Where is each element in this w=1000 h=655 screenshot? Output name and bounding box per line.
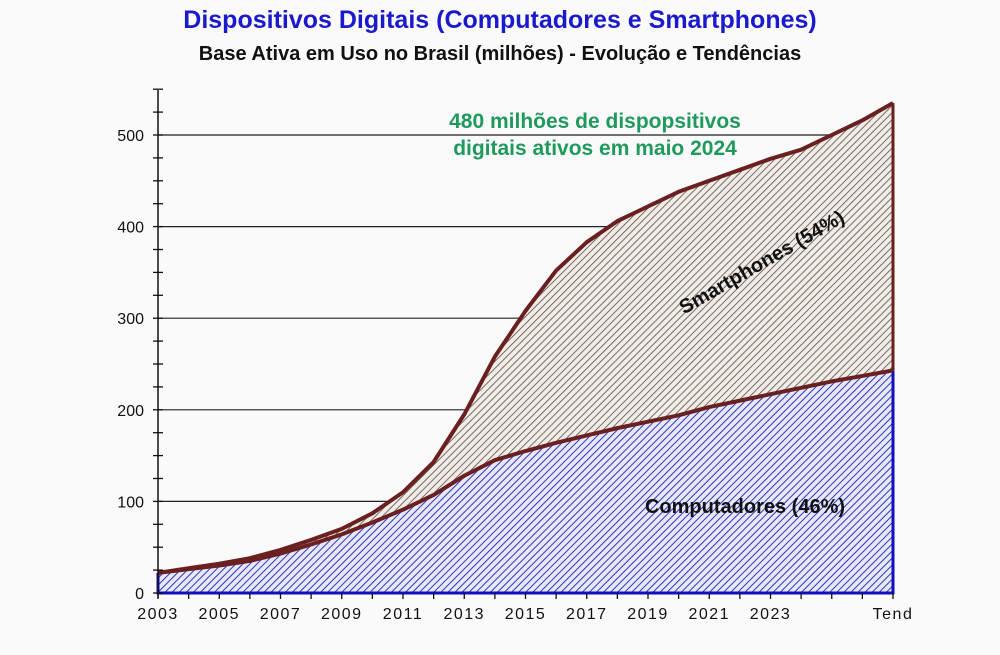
computadores-area	[158, 370, 893, 593]
computadores-line	[157, 368, 894, 575]
x-tick-label: 2017	[566, 606, 608, 623]
y-tick-label: 100	[117, 494, 144, 511]
chart-subtitle: Base Ativa em Uso no Brasil (milhões) - …	[198, 43, 802, 65]
axes	[153, 88, 894, 599]
y-tick-label: 0	[135, 586, 144, 603]
x-tick-label: 2023	[750, 606, 792, 623]
y-tick-label: 200	[117, 403, 144, 420]
x-tick-label: 2019	[627, 606, 669, 623]
computadores-label: Computadores (46%)	[645, 496, 845, 518]
total-line	[157, 101, 894, 575]
x-tick-label: 2021	[688, 606, 730, 623]
tick-labels: 0 100 200 300 400 500 2003 2005 2007 2009 2011 2013…	[117, 128, 914, 623]
chart-title: Dispositivos Digitais (Computadores e Sm…	[183, 6, 817, 34]
x-tick-label: Tend	[873, 606, 914, 623]
x-tick-label: 2009	[321, 606, 363, 623]
x-tick-label: 2007	[260, 606, 302, 623]
x-tick-label: 2015	[505, 606, 547, 623]
y-tick-label: 400	[117, 220, 144, 237]
smartphones-area	[158, 102, 893, 573]
areas	[156, 101, 895, 595]
x-tick-label: 2011	[383, 606, 423, 623]
x-tick-label: 2003	[137, 606, 179, 623]
annotation-line-2: digitais ativos em maio 2024	[453, 137, 737, 160]
annotation-line-1: 480 milhões de dispopsitivos	[449, 110, 741, 133]
x-tick-label: 2013	[443, 606, 485, 623]
x-tick-label: 2005	[198, 606, 240, 623]
y-tick-label: 500	[117, 128, 144, 145]
y-tick-label: 300	[117, 311, 144, 328]
